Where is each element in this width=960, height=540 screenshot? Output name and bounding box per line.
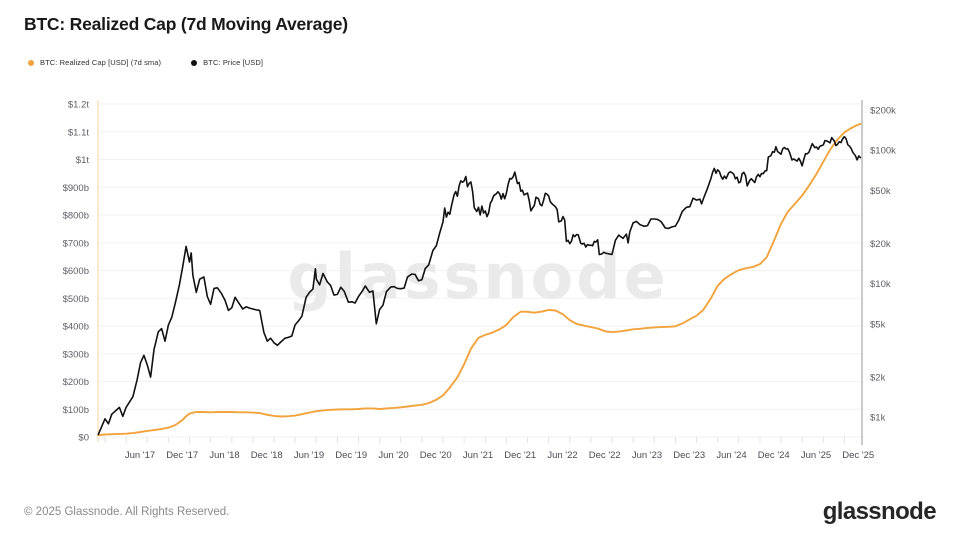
legend-item-price[interactable]: BTC: Price [USD] <box>191 58 263 67</box>
svg-text:$800b: $800b <box>63 211 89 222</box>
svg-text:$500b: $500b <box>63 294 89 305</box>
svg-text:$200b: $200b <box>63 377 89 388</box>
svg-text:Jun '22: Jun '22 <box>547 450 577 461</box>
svg-text:$1.2t: $1.2t <box>68 100 89 111</box>
glassnode-logo: glassnode <box>822 498 937 525</box>
svg-text:Dec '22: Dec '22 <box>589 450 621 461</box>
svg-text:$1.1t: $1.1t <box>68 127 89 138</box>
svg-text:Dec '18: Dec '18 <box>251 450 283 461</box>
svg-text:Dec '20: Dec '20 <box>420 450 452 461</box>
right-axis-labels: $1k $2k $5k $10k $20k $50k $100k $200k <box>870 106 896 424</box>
svg-text:$1t: $1t <box>76 155 90 166</box>
svg-text:Dec '21: Dec '21 <box>504 450 536 461</box>
svg-text:$50k: $50k <box>870 186 891 197</box>
svg-text:Dec '25: Dec '25 <box>842 450 874 461</box>
svg-text:$600b: $600b <box>63 266 89 277</box>
svg-text:$400b: $400b <box>63 322 89 333</box>
svg-text:Dec '17: Dec '17 <box>166 450 198 461</box>
svg-text:$100b: $100b <box>63 405 89 416</box>
svg-text:$10k: $10k <box>870 279 891 290</box>
page-title: BTC: Realized Cap (7d Moving Average) <box>24 14 348 34</box>
svg-text:$0: $0 <box>78 433 89 444</box>
svg-text:$900b: $900b <box>63 183 89 194</box>
svg-text:Dec '24: Dec '24 <box>758 450 790 461</box>
svg-text:$5k: $5k <box>870 319 886 330</box>
chart-legend: BTC: Realized Cap [USD] (7d sma) BTC: Pr… <box>28 58 263 67</box>
svg-text:Jun '24: Jun '24 <box>716 450 746 461</box>
glassnode-watermark: glassnode <box>287 240 668 313</box>
svg-text:$300b: $300b <box>63 349 89 360</box>
gridlines <box>98 103 862 438</box>
svg-text:Jun '20: Jun '20 <box>378 450 408 461</box>
svg-text:Jun '23: Jun '23 <box>632 450 662 461</box>
x-axis-ticks <box>104 437 845 443</box>
price-series-dot-icon <box>191 59 198 66</box>
svg-text:$2k: $2k <box>870 372 886 383</box>
svg-text:Jun '19: Jun '19 <box>294 450 324 461</box>
legend-label-price: BTC: Price [USD] <box>203 58 264 67</box>
svg-text:Jun '18: Jun '18 <box>209 450 239 461</box>
svg-text:$1k: $1k <box>870 413 886 424</box>
svg-text:Dec '19: Dec '19 <box>335 450 367 461</box>
svg-text:Jun '17: Jun '17 <box>125 450 155 461</box>
legend-item-realized-cap[interactable]: BTC: Realized Cap [USD] (7d sma) <box>28 58 161 67</box>
left-axis-labels: $0 $100b $200b $300b $400b $500b $600b $700b $80… <box>63 100 90 444</box>
svg-text:Dec '23: Dec '23 <box>673 450 705 461</box>
svg-text:Jun '25: Jun '25 <box>801 450 831 461</box>
svg-text:$700b: $700b <box>63 238 89 249</box>
svg-text:$200k: $200k <box>870 106 896 117</box>
copyright-text: © 2025 Glassnode. All Rights Reserved. <box>24 506 230 518</box>
legend-label-realized-cap: BTC: Realized Cap [USD] (7d sma) <box>40 58 162 67</box>
x-axis-labels: Jun '17 Dec '17 Jun '18 Dec '18 Jun '19 Dec '… <box>125 450 874 461</box>
price-line <box>97 135 862 436</box>
chart-canvas[interactable]: glassnode $0 $100b $200b $300b $400b $500b $600… <box>0 0 960 478</box>
realized-cap-series-dot-icon <box>28 59 34 66</box>
svg-text:Jun '21: Jun '21 <box>463 450 493 461</box>
svg-text:$20k: $20k <box>870 239 891 250</box>
svg-text:$100k: $100k <box>870 146 896 157</box>
realized-cap-line <box>97 123 862 437</box>
